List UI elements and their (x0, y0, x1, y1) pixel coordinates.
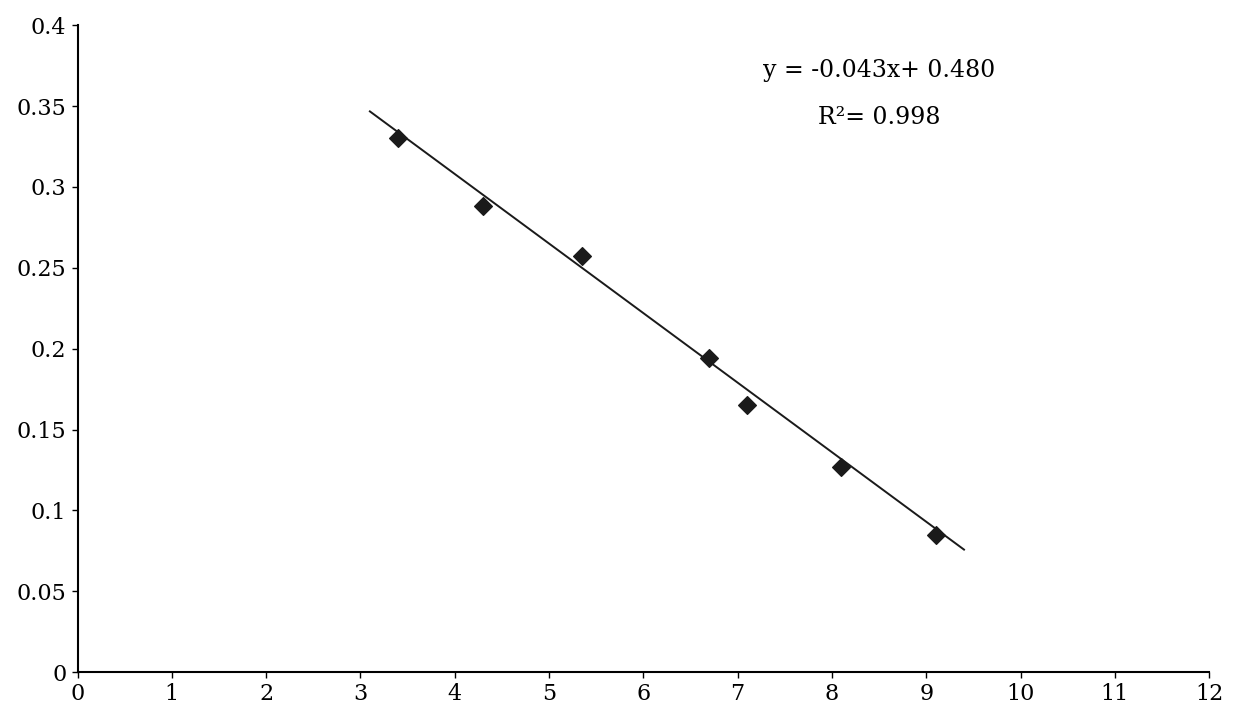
Point (699, 352, 719, 364)
Point (926, 529, 946, 541)
Point (572, 251, 591, 262)
Point (474, 201, 494, 212)
Point (832, 461, 852, 473)
Text: y = -0.043x+ 0.480: y = -0.043x+ 0.480 (763, 59, 996, 82)
Point (738, 399, 758, 411)
Text: R²= 0.998: R²= 0.998 (818, 106, 940, 129)
Point (388, 133, 408, 144)
